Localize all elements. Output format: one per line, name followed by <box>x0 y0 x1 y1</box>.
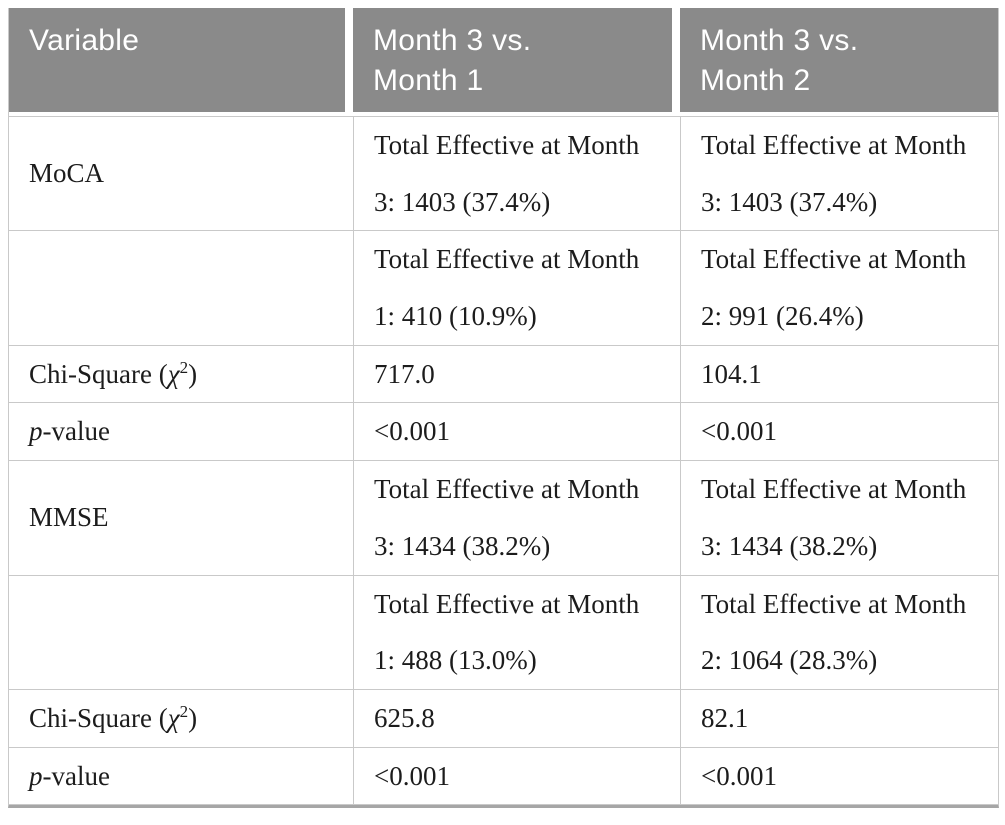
row-label: MMSE <box>29 502 109 533</box>
cell-line: 3: 1403 (37.4%) <box>701 186 878 217</box>
cell-line: Total Effective at Month <box>374 474 640 505</box>
row-label-cell: MoCA <box>9 116 353 232</box>
value-cell: Total Effective at Month 3: 1403 (37.4%) <box>680 116 998 232</box>
table-row-p-value-mmse: p-value <0.001 <0.001 <box>9 747 998 806</box>
cell-line: 2: 1064 (28.3%) <box>701 645 878 676</box>
cell-line: Total Effective at Month <box>374 130 640 160</box>
cell-line: 1: 488 (13.0%) <box>374 645 537 676</box>
statistical-results-table: Variable Month 3 vs. Month 1 Month 3 vs.… <box>8 8 999 809</box>
chi-symbol: χ <box>167 358 180 389</box>
row-label-part: p <box>29 760 43 791</box>
table-row-chi-square-moca: Chi-Square (χ2) 717.0 104.1 <box>9 345 998 404</box>
cell-line: 3: 1434 (38.2%) <box>374 530 551 561</box>
chi-symbol: χ <box>167 702 180 733</box>
table-figure: Variable Month 3 vs. Month 1 Month 3 vs.… <box>8 8 999 809</box>
chi-superscript: 2 <box>179 357 189 377</box>
column-header-variable: Variable <box>9 8 353 116</box>
table-row-mmse: MMSE Total Effective at Month 3: 1434 (3… <box>9 461 998 576</box>
row-label-cell <box>9 231 353 346</box>
row-label-part: p <box>29 416 43 447</box>
table-row-moca-baseline: Total Effective at Month 1: 410 (10.9%) … <box>9 231 998 346</box>
header-label-line: Month 1 <box>373 64 484 97</box>
row-label-part: -value <box>42 416 110 447</box>
value-cell: <0.001 <box>353 747 680 806</box>
chi-superscript: 2 <box>179 701 189 721</box>
header-label-line: Month 3 vs. <box>700 24 859 57</box>
cell-value: <0.001 <box>701 416 777 447</box>
column-header-month3-vs-month2: Month 3 vs. Month 2 <box>680 8 998 116</box>
cell-line: Total Effective at Month <box>374 588 640 619</box>
row-label: MoCA <box>29 158 105 189</box>
value-cell: 625.8 <box>353 689 680 748</box>
cell-line: Total Effective at Month <box>701 588 967 619</box>
cell-value: 104.1 <box>701 358 762 389</box>
row-label-part: -value <box>42 760 110 791</box>
header-label: Variable <box>29 24 140 57</box>
table-row-moca: MoCA Total Effective at Month 3: 1403 (3… <box>9 116 998 232</box>
value-cell: <0.001 <box>680 747 998 806</box>
cell-line: Total Effective at Month <box>374 244 640 275</box>
cell-line: Total Effective at Month <box>701 474 967 505</box>
row-label-cell: MMSE <box>9 461 353 576</box>
value-cell: Total Effective at Month 2: 991 (26.4%) <box>680 231 998 346</box>
cell-line: 1: 410 (10.9%) <box>374 301 537 332</box>
row-label-part: ) <box>188 702 198 733</box>
row-label-cell: p-value <box>9 748 353 806</box>
value-cell: Total Effective at Month 3: 1403 (37.4%) <box>353 116 680 232</box>
row-label-part: Chi-Square ( <box>29 358 168 389</box>
cell-line: Total Effective at Month <box>701 130 967 160</box>
value-cell: 82.1 <box>680 689 998 748</box>
value-cell: <0.001 <box>353 403 680 462</box>
value-cell: 717.0 <box>353 345 680 404</box>
cell-line: 3: 1403 (37.4%) <box>374 186 551 217</box>
row-label-cell: Chi-Square (χ2) <box>9 690 353 748</box>
value-cell: Total Effective at Month 3: 1434 (38.2%) <box>353 461 680 576</box>
row-label-cell <box>9 576 353 690</box>
row-label-cell: p-value <box>9 403 353 462</box>
row-label-cell: Chi-Square (χ2) <box>9 346 353 404</box>
cell-line: 2: 991 (26.4%) <box>701 301 864 332</box>
table-row-chi-square-mmse: Chi-Square (χ2) 625.8 82.1 <box>9 689 998 748</box>
header-row: Variable Month 3 vs. Month 1 Month 3 vs.… <box>9 8 998 116</box>
value-cell: Total Effective at Month 1: 488 (13.0%) <box>353 575 680 690</box>
cell-line: Total Effective at Month <box>701 244 967 275</box>
row-label-part: Chi-Square ( <box>29 702 168 733</box>
column-header-month3-vs-month1: Month 3 vs. Month 1 <box>353 8 680 116</box>
table-row-mmse-baseline: Total Effective at Month 1: 488 (13.0%) … <box>9 575 998 690</box>
row-label-part: ) <box>188 358 198 389</box>
cell-value: <0.001 <box>374 760 450 791</box>
cell-line: 3: 1434 (38.2%) <box>701 530 878 561</box>
cell-value: 625.8 <box>374 702 435 733</box>
value-cell: Total Effective at Month 2: 1064 (28.3%) <box>680 575 998 690</box>
header-label-line: Month 3 vs. <box>373 24 532 57</box>
value-cell: 104.1 <box>680 345 998 404</box>
cell-value: 82.1 <box>701 702 749 733</box>
cell-value: 717.0 <box>374 358 435 389</box>
cell-value: <0.001 <box>374 416 450 447</box>
cell-value: <0.001 <box>701 760 777 791</box>
value-cell: <0.001 <box>680 403 998 462</box>
value-cell: Total Effective at Month 1: 410 (10.9%) <box>353 231 680 346</box>
value-cell: Total Effective at Month 3: 1434 (38.2%) <box>680 461 998 576</box>
table-row-p-value-moca: p-value <0.001 <0.001 <box>9 403 998 462</box>
header-label-line: Month 2 <box>700 64 811 97</box>
